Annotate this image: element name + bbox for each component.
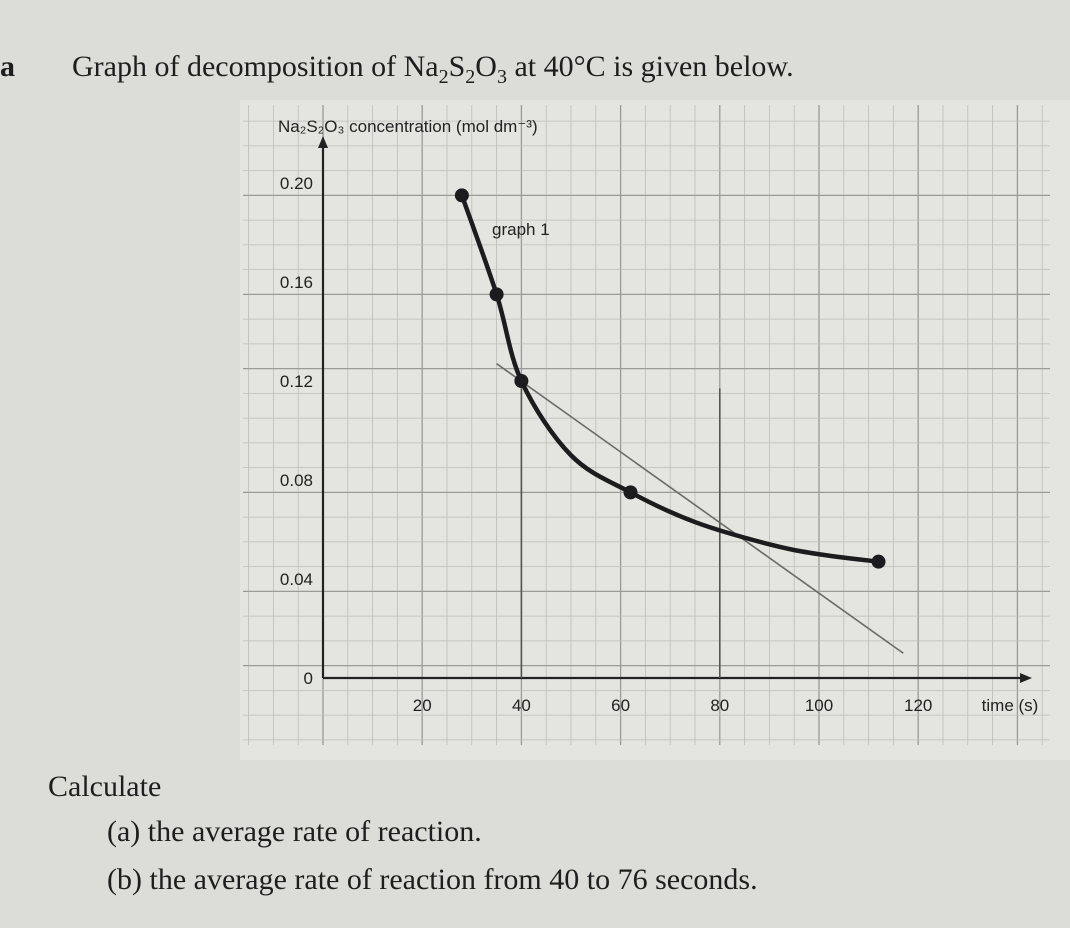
chemical-formula: Na2S2O3	[403, 50, 507, 88]
x-tick-label: 40	[512, 696, 531, 715]
decomposition-curve	[459, 193, 881, 564]
x-axis-title: time (s)	[982, 696, 1039, 715]
x-tick-label: 20	[413, 696, 432, 715]
y-tick-label: 0.20	[280, 174, 313, 193]
data-point	[489, 287, 504, 302]
x-axis-arrow	[1020, 673, 1032, 683]
x-tick-label: 100	[805, 696, 833, 715]
x-tick-label: 60	[611, 696, 630, 715]
tangent-line	[496, 363, 904, 654]
question-b-text: the average rate of reaction from 40 to …	[149, 863, 758, 896]
question-a-text: the average rate of reaction.	[147, 815, 482, 848]
x-tick-label: 120	[904, 696, 932, 715]
data-point	[454, 188, 469, 203]
heading-prefix: Graph of decomposition of	[72, 50, 404, 83]
formula-part: 2	[438, 66, 449, 88]
heading-suffix: is given below.	[605, 50, 794, 83]
y-axis-title: Na₂S₂O₃ concentration (mol dm⁻³)	[278, 117, 538, 136]
question-a-label: (a)	[107, 815, 141, 848]
data-point	[623, 485, 638, 500]
calculate-label: Calculate	[48, 770, 162, 803]
question-b: (b) the average rate of reaction from 40…	[107, 863, 758, 897]
question-label: a	[0, 50, 15, 83]
curve-label: graph 1	[492, 220, 550, 239]
data-point	[514, 374, 529, 388]
x-tick-label: 80	[710, 696, 729, 715]
temperature: 40°C	[543, 50, 606, 83]
y-tick-label: 0.08	[280, 471, 313, 490]
decomposition-chart: 0 0.04 0.08 0.12 0.16 0.20 20 40 60 80 100 120 Na₂S₂…	[240, 100, 1070, 760]
question-a: (a) the average rate of reaction.	[107, 815, 482, 849]
graph-paper	[240, 100, 1070, 760]
data-point	[871, 554, 886, 569]
formula-part: O	[475, 50, 497, 83]
formula-part: S	[448, 50, 466, 83]
y-tick-label: 0.16	[280, 273, 313, 292]
y-tick-label: 0.12	[280, 372, 313, 391]
question-b-label: (b)	[107, 863, 142, 896]
y-tick-label: 0.04	[280, 570, 313, 589]
heading-middle: at	[506, 50, 544, 83]
formula-part: 3	[496, 66, 507, 88]
question-text: Graph of decomposition of Na2S2O3 at 40°…	[72, 50, 794, 89]
formula-part: 2	[465, 66, 476, 88]
formula-part: Na	[403, 50, 439, 83]
y-tick-label: 0	[304, 669, 313, 688]
y-axis-arrow	[318, 136, 328, 148]
